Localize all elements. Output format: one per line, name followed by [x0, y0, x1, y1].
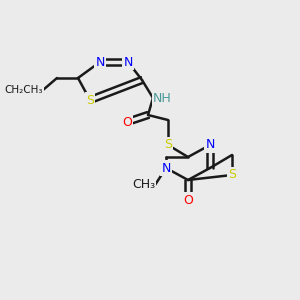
Text: CH₂CH₃: CH₂CH₃	[4, 85, 43, 95]
Text: O: O	[122, 116, 132, 128]
Text: N: N	[123, 56, 133, 68]
Text: CH₃: CH₃	[132, 178, 155, 191]
Text: O: O	[183, 194, 193, 206]
Text: S: S	[228, 169, 236, 182]
Text: S: S	[86, 94, 94, 106]
Text: N: N	[95, 56, 105, 68]
Text: S: S	[164, 139, 172, 152]
Text: NH: NH	[153, 92, 172, 104]
Text: N: N	[161, 161, 171, 175]
Text: N: N	[205, 139, 215, 152]
